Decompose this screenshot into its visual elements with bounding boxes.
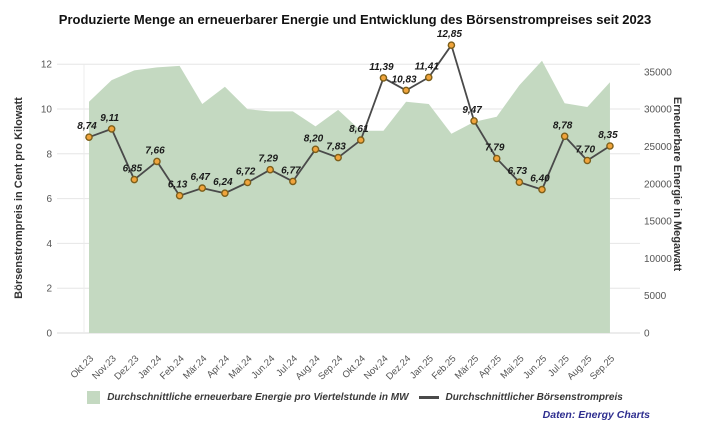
- price-point-label: 7,83: [326, 142, 346, 153]
- left-axis-tick-label: 4: [46, 239, 52, 250]
- price-point-label: 7,70: [576, 145, 596, 156]
- x-axis-tick-label: Sep.25: [588, 353, 617, 382]
- price-point-label: 7,66: [145, 145, 165, 156]
- left-axis-tick-label: 6: [46, 194, 52, 205]
- price-point: [198, 184, 207, 192]
- legend-item-price: Durchschnittlicher Börsenstrompreis: [418, 392, 623, 403]
- left-axis-tick-label: 8: [46, 149, 52, 160]
- price-point: [583, 156, 592, 165]
- right-axis-tick-label: 25000: [644, 142, 672, 153]
- x-axis-tick-label: Dez.23: [112, 353, 141, 382]
- x-axis-tick-label: Mai.25: [499, 353, 527, 381]
- left-axis-tick-label: 10: [41, 105, 53, 116]
- x-axis-tick-label: Apr.25: [477, 353, 504, 380]
- renewable-energy-area: [89, 60, 610, 333]
- price-point-label: 11,39: [369, 62, 394, 73]
- price-point: [356, 136, 365, 144]
- price-point-label: 9,47: [462, 105, 482, 116]
- price-point-label: 6,24: [213, 177, 233, 188]
- price-point: [266, 165, 275, 174]
- price-point: [470, 117, 478, 125]
- x-axis-tick-label: Dez.24: [384, 353, 413, 382]
- left-axis-tick-label: 2: [46, 284, 52, 295]
- price-point-label: 12,85: [437, 29, 462, 40]
- x-axis-ticks: Okt.23Nov.23Dez.23Jan.24Feb.24Mär.24Apr.…: [69, 353, 618, 382]
- price-point-label: 6,47: [191, 172, 211, 183]
- left-axis-tick-label: 0: [46, 329, 52, 340]
- left-axis-ticks: 0 2 4 6 8 10 12: [41, 60, 53, 340]
- price-point-label: 9,11: [100, 113, 119, 124]
- price-point: [289, 177, 297, 186]
- x-axis-tick-label: Apr.24: [205, 353, 232, 380]
- price-point-label: 6,73: [508, 166, 528, 177]
- area-swatch-icon: [87, 391, 101, 404]
- right-axis-tick-label: 15000: [644, 217, 672, 228]
- chart-title: Produzierte Menge an erneuerbarer Energi…: [58, 12, 652, 27]
- line-swatch-icon: [418, 396, 439, 399]
- right-axis-tick-label: 0: [644, 329, 650, 340]
- price-point-label: 10,83: [392, 74, 417, 85]
- price-point: [515, 178, 524, 186]
- price-point: [606, 142, 614, 150]
- price-point-labels: 8,749,11 6,857,66 6,136,47 6,246,727,296,77…: [77, 29, 618, 191]
- legend-label-price: Durchschnittlicher Börsenstrompreis: [445, 392, 623, 403]
- x-axis-tick-label: Jun.25: [521, 353, 549, 381]
- price-point-label: 6,85: [123, 164, 143, 175]
- x-axis-tick-label: Feb.24: [158, 353, 187, 382]
- left-axis-tick-label: 12: [41, 60, 53, 71]
- price-point: [402, 86, 410, 95]
- legend: Durchschnittliche erneuerbare Energie pr…: [0, 391, 710, 404]
- price-point-label: 6,72: [236, 167, 256, 178]
- price-point-label: 6,40: [530, 174, 550, 185]
- price-line: [88, 44, 611, 197]
- right-axis-tick-label: 35000: [644, 67, 672, 78]
- price-point-label: 8,20: [304, 133, 324, 144]
- right-axis-tick-label: 20000: [644, 179, 672, 190]
- price-point: [153, 157, 161, 166]
- price-point: [85, 133, 93, 141]
- price-point: [107, 125, 116, 133]
- left-axis-title: Börsenstrompreis in Cent pro Kilowatt: [13, 97, 25, 299]
- price-point-label: 7,29: [258, 154, 278, 165]
- price-point: [311, 145, 320, 154]
- price-point: [492, 154, 501, 163]
- right-axis-tick-label: 5000: [644, 291, 667, 302]
- legend-item-renewable-energy: Durchschnittliche erneuerbare Energie pr…: [87, 391, 409, 404]
- x-axis-tick-label: Mai.24: [227, 353, 255, 381]
- price-point-label: 6,77: [281, 165, 301, 176]
- price-point-label: 7,79: [485, 143, 505, 154]
- renewable-energy-area-series: [89, 60, 610, 333]
- x-axis-tick-label: Mär.25: [453, 353, 481, 381]
- price-point: [130, 175, 139, 184]
- price-point: [424, 73, 433, 82]
- price-point-label: 6,13: [168, 180, 188, 191]
- price-point: [175, 191, 184, 200]
- price-point-label: 8,78: [553, 120, 573, 131]
- right-axis-tick-label: 30000: [644, 105, 672, 116]
- x-axis-tick-label: Jun.24: [249, 353, 277, 381]
- x-axis-tick-label: Mär.24: [181, 353, 209, 381]
- legend-label-renewable-energy: Durchschnittliche erneuerbare Energie pr…: [107, 392, 409, 403]
- right-axis-ticks: 0 5000 10000 15000 20000 25000 30000 35000: [644, 67, 672, 339]
- price-point: [334, 153, 342, 162]
- price-point: [560, 132, 569, 141]
- price-point: [538, 185, 546, 194]
- right-axis-title: Erneuerbare Energie in Megawatt: [671, 97, 683, 272]
- price-line-series: [85, 41, 614, 200]
- x-axis-tick-label: Feb.25: [430, 353, 459, 382]
- x-axis-tick-label: Sep.24: [316, 353, 345, 382]
- price-point: [221, 189, 229, 197]
- price-point-label: 8,74: [77, 121, 97, 132]
- price-point: [243, 178, 252, 187]
- price-point: [447, 41, 456, 50]
- right-axis-tick-label: 10000: [644, 254, 672, 265]
- price-point-label: 11,41: [415, 61, 440, 72]
- price-point-label: 8,35: [598, 130, 618, 141]
- price-point-label: 8,61: [349, 124, 369, 135]
- price-point: [379, 74, 388, 82]
- data-source-attribution: Daten: Energy Charts: [542, 409, 650, 421]
